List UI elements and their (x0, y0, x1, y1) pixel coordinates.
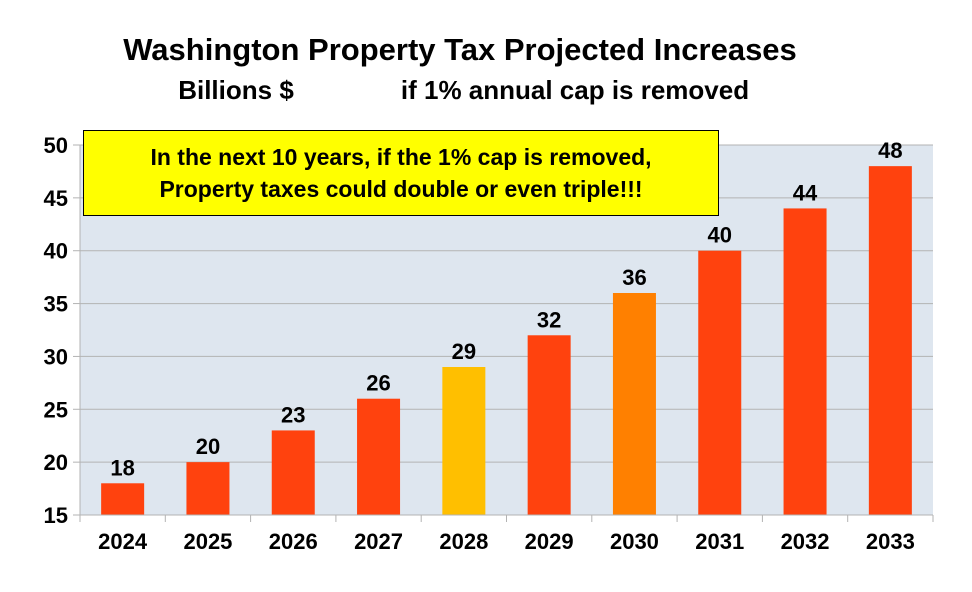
x-tick-label-2027: 2027 (354, 529, 403, 554)
x-axis-ticks: 2024 2025 2026 2027 2028 2029 2030 2031 2032 2033 (98, 529, 915, 554)
y-axis-ticks: 15 20 25 30 35 40 45 50 (44, 133, 68, 528)
bar-2030 (612, 293, 656, 515)
value-labels: 18 20 23 26 29 32 36 40 44 48 (110, 138, 902, 480)
data-label-2028: 29 (452, 339, 476, 364)
y-tick-label-20: 20 (44, 450, 68, 475)
x-tick-label-2024: 2024 (98, 529, 148, 554)
x-tick-label-2031: 2031 (695, 529, 744, 554)
x-tick-label-2032: 2032 (781, 529, 830, 554)
data-label-2032: 44 (793, 180, 818, 205)
y-tick-label-45: 45 (44, 186, 68, 211)
x-tick-label-2030: 2030 (610, 529, 659, 554)
bar-2031 (698, 250, 742, 515)
x-tick-label-2028: 2028 (439, 529, 488, 554)
data-label-2024: 18 (110, 455, 134, 480)
bar-2032 (783, 208, 827, 515)
data-label-2031: 40 (708, 223, 732, 248)
annotation-line-1: In the next 10 years, if the 1% cap is r… (150, 144, 652, 170)
bar-2033 (868, 166, 912, 515)
y-tick-label-30: 30 (44, 344, 68, 369)
data-label-2033: 48 (878, 138, 902, 163)
annotation-line-2: Property taxes could double or even trip… (159, 176, 643, 202)
data-label-2027: 26 (366, 371, 390, 396)
chart-title: Washington Property Tax Projected Increa… (123, 32, 797, 67)
bar-2025 (186, 462, 230, 515)
x-tick-label-2029: 2029 (525, 529, 574, 554)
bar-2027 (357, 398, 401, 515)
y-tick-label-15: 15 (44, 503, 68, 528)
x-tick-label-2025: 2025 (183, 529, 232, 554)
data-label-2025: 20 (196, 434, 220, 459)
y-tick-label-50: 50 (44, 133, 68, 158)
bar-2028 (442, 367, 486, 515)
data-label-2029: 32 (537, 307, 561, 332)
y-tick-label-25: 25 (44, 397, 68, 422)
chart-subtitle-units: Billions $ (178, 75, 294, 105)
y-tick-label-35: 35 (44, 292, 68, 317)
bar-2024 (101, 483, 145, 515)
chart-subtitle-condition: if 1% annual cap is removed (401, 75, 749, 105)
bars (101, 166, 912, 515)
y-tick-label-40: 40 (44, 239, 68, 264)
x-tick-label-2026: 2026 (269, 529, 318, 554)
data-label-2026: 23 (281, 402, 305, 427)
x-tick-label-2033: 2033 (866, 529, 915, 554)
bar-2029 (527, 335, 571, 515)
annotation-box: In the next 10 years, if the 1% cap is r… (83, 130, 719, 216)
bar-2026 (271, 430, 315, 515)
data-label-2030: 36 (622, 265, 646, 290)
